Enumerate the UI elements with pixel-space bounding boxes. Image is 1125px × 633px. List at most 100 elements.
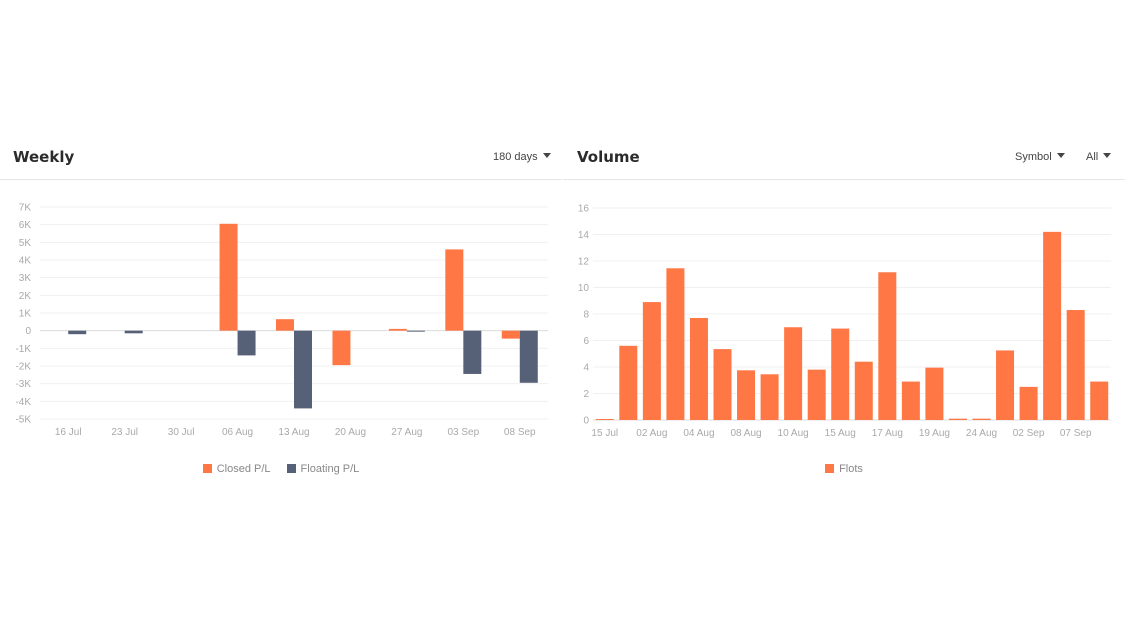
y-tick-label: 2K [19,291,32,302]
weekly-panel: Weekly 180 days -5K -4K -3K -2K -1K 0 1K 2K 3K 4K… [0,138,562,488]
x-tick-label: 13 Aug [278,427,309,438]
closed-pl-bar [276,319,294,331]
x-tick-label: 10 Aug [778,428,809,439]
legend-swatch [286,464,296,473]
x-tick-label: 17 Aug [872,428,903,439]
y-tick-label: 16 [578,204,590,215]
legend-swatch [825,464,835,473]
y-tick-label: 14 [578,230,590,241]
filter-dropdown[interactable]: All [1086,151,1112,163]
x-tick-label: 15 Aug [825,428,856,439]
x-tick-label: 23 Jul [111,427,138,438]
x-tick-label: 30 Jul [168,427,195,438]
flots-bar [619,345,638,420]
y-tick-label: -5K [15,415,31,426]
x-tick-label: 04 Aug [683,428,714,439]
y-tick-label: 3K [19,273,32,284]
x-tick-label: 20 Aug [335,427,366,438]
caret-down-icon [542,153,551,158]
flots-bar [713,349,732,420]
volume-legend: Flots [563,463,1125,475]
y-tick-label: 6K [19,220,32,231]
x-tick-label: 19 Aug [919,428,950,439]
x-tick-label: 27 Aug [391,427,422,438]
closed-pl-bar [501,330,520,339]
x-tick-label: 24 Aug [966,428,997,439]
volume-header: Volume Symbol All [563,138,1125,180]
x-tick-label: 15 Jul [591,428,618,439]
floating-pl-bar [237,330,256,356]
symbol-dropdown-label: Symbol [1015,151,1052,163]
y-tick-label: -3K [15,379,31,390]
flots-bar [1043,231,1062,420]
flots-bar [666,268,685,420]
volume-chart: 0 2 4 6 8 10 12 14 16 15 Jul 02 Aug 04 Aug 08 Aug 10 … [578,204,1111,439]
y-tick-label: 6 [583,336,589,347]
flots-bar [972,418,991,420]
volume-panel: Volume Symbol All 0 2 4 6 8 10 12 14 16 15 Jul 02 … [563,138,1125,488]
weekly-legend: Closed P/L Floating P/L [0,463,562,475]
caret-down-icon [1103,153,1112,158]
flots-bar [595,419,614,420]
floating-pl-bar [294,330,312,409]
flots-bar [925,367,944,420]
y-tick-label: 0 [583,416,589,427]
floating-pl-bar [519,330,538,383]
y-tick-label: 12 [578,257,590,268]
legend-swatch [202,464,212,473]
legend-label: Flots [839,463,863,475]
x-tick-label: 16 Jul [55,427,82,438]
y-tick-label: 2 [583,389,589,400]
weekly-header: Weekly 180 days [0,138,562,180]
closed-pl-bar [445,249,464,331]
flots-bar [760,374,779,420]
filter-dropdown-label: All [1086,151,1099,163]
y-tick-label: -2K [15,362,31,373]
volume-legend-item[interactable]: Flots [825,463,863,475]
x-tick-label: 08 Aug [730,428,761,439]
y-tick-label: 1K [19,309,32,320]
range-dropdown-label: 180 days [493,151,538,163]
y-tick-label: 4 [583,363,589,374]
closed-pl-bar [388,328,407,331]
flots-bar [854,361,873,420]
x-tick-label: 02 Sep [1013,428,1045,439]
floating-pl-bar [124,330,143,334]
flots-bar [784,327,803,420]
x-tick-label: 08 Sep [504,427,536,438]
flots-bar [1090,381,1109,420]
x-tick-label: 02 Aug [636,428,667,439]
flots-bar [737,370,756,420]
flots-bar [901,381,920,420]
closed-pl-bar [219,223,238,331]
flots-bar [807,369,826,420]
x-tick-label: 03 Sep [447,427,479,438]
weekly-chart: -5K -4K -3K -2K -1K 0 1K 2K 3K 4K 5K 6K 7K 16 Jul 23 J… [15,203,548,438]
volume-title: Volume [577,148,640,166]
y-tick-label: 4K [19,256,32,267]
weekly-legend-item[interactable]: Closed P/L [202,463,271,475]
floating-pl-bar [463,330,482,374]
flots-bar [996,350,1015,420]
y-tick-label: 0 [25,326,31,337]
legend-label: Closed P/L [216,463,271,475]
y-tick-label: 7K [19,203,32,214]
weekly-legend-item[interactable]: Floating P/L [286,463,359,475]
symbol-dropdown[interactable]: Symbol [1015,151,1065,163]
floating-pl-bar [406,330,425,332]
flots-bar [878,272,897,420]
flots-bar [1019,386,1038,420]
y-tick-label: 5K [19,238,32,249]
floating-pl-bar [68,330,87,335]
flots-bar [1066,310,1085,420]
flots-bar [642,302,661,420]
weekly-title: Weekly [13,148,75,166]
caret-down-icon [1056,153,1065,158]
range-dropdown[interactable]: 180 days [493,151,551,163]
y-tick-label: -4K [15,397,31,408]
flots-bar [831,328,850,420]
flots-bar [689,317,708,420]
y-tick-label: 8 [583,310,589,321]
closed-pl-bar [332,330,351,366]
y-tick-label: 10 [578,283,590,294]
